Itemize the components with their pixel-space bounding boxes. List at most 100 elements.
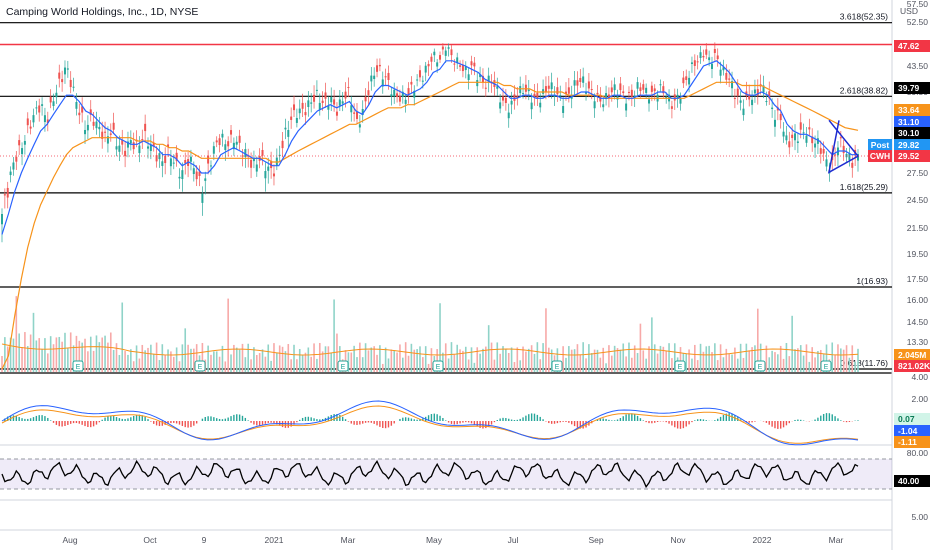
candle-body: [808, 127, 811, 130]
price-badge-label: 39.79: [898, 83, 920, 93]
candle-body: [645, 87, 648, 93]
candle-body: [321, 100, 324, 104]
candle-body: [318, 102, 321, 110]
macd-histogram-bar: [422, 418, 424, 421]
macd-histogram-bar: [837, 418, 839, 421]
volume-bar: [459, 349, 461, 372]
volume-bar: [69, 332, 72, 372]
macd-histogram-bar: [244, 417, 247, 421]
volume-bar: [241, 343, 244, 372]
macd-histogram-bar: [233, 414, 235, 421]
volume-bar: [576, 344, 579, 372]
candles: [1, 42, 859, 243]
volume-bar: [213, 351, 215, 372]
candle-body: [748, 94, 751, 100]
earnings-marker-label: E: [824, 364, 829, 371]
macd-histogram-bar: [230, 416, 232, 421]
macd-histogram-bar: [224, 418, 227, 421]
volume-bar: [639, 323, 642, 372]
price-tick-label: 16.00: [907, 295, 929, 305]
candle-body: [742, 108, 745, 116]
macd-histogram-bar: [628, 413, 630, 421]
macd-histogram-bar: [158, 421, 161, 427]
macd-histogram-bar: [273, 421, 275, 424]
earnings-marker-icon: [194, 360, 206, 372]
candle-body: [753, 89, 756, 94]
earnings-marker-label: E: [758, 364, 763, 371]
macd-histogram-bar: [284, 421, 287, 428]
macd-histogram-bar: [542, 419, 544, 421]
candle-body: [252, 158, 255, 162]
candle-body: [430, 56, 433, 62]
price-badge-bg: [894, 150, 930, 162]
candle-body: [450, 49, 453, 56]
candle-body: [447, 47, 450, 49]
macd-histogram-bar: [639, 418, 642, 421]
fib-levels: 3.618(52.35) 2.618(38.82) 1.618(25.29) 1(16…: [0, 12, 892, 370]
macd-histogram-bar: [130, 417, 132, 421]
macd-histogram-bar: [81, 421, 83, 425]
volume-bar: [536, 342, 539, 372]
macd-histogram-bar: [565, 421, 567, 422]
candle-body: [487, 75, 490, 83]
candle-body: [355, 111, 358, 119]
macd-histogram-bar: [765, 421, 768, 423]
candle-body: [95, 121, 98, 129]
candle-body: [857, 154, 859, 161]
time-axis-label: Sep: [588, 535, 603, 545]
volume-bar: [825, 344, 828, 372]
volume-bar: [92, 350, 95, 372]
macd-histogram-bar: [193, 421, 195, 426]
macd-histogram-bar: [236, 414, 238, 421]
volume-bar: [548, 347, 550, 372]
macd-histogram-bar: [376, 421, 378, 426]
volume-bar: [493, 359, 496, 372]
macd-histogram-bar: [301, 417, 304, 421]
macd-histogram-bar: [150, 421, 152, 422]
candle-body: [639, 87, 642, 92]
candle-body: [702, 55, 705, 58]
volume-bar: [702, 351, 705, 372]
volume-bar: [424, 346, 427, 372]
volume-bar: [439, 303, 441, 372]
candle-body: [404, 99, 407, 104]
volume-bar: [673, 343, 676, 372]
volume-bar: [482, 348, 484, 372]
volume-bar: [708, 345, 710, 372]
candle-body: [169, 158, 172, 167]
macd-histogram-bar: [204, 417, 206, 421]
macd-histogram-bar: [319, 419, 321, 421]
earnings-marker-label: E: [436, 364, 441, 371]
macd-histogram-bar: [110, 415, 112, 421]
macd-histogram-bar: [631, 413, 633, 421]
macd-histogram-bar: [310, 417, 312, 421]
volume-bar: [296, 359, 298, 372]
macd-line: [1, 400, 859, 446]
candle-body: [35, 107, 38, 109]
volume-bar: [685, 353, 688, 372]
candle-body: [324, 92, 327, 99]
price-tick-label: 14.50: [907, 317, 929, 327]
macd-histogram-bar: [187, 421, 189, 428]
price-badge-bg: [894, 116, 930, 128]
volume-bar: [370, 347, 373, 372]
candle-body: [673, 94, 676, 101]
volume-bar: [837, 344, 839, 372]
volume-bar: [842, 349, 845, 372]
candle-body: [659, 84, 662, 86]
price-tick-label: 13.30: [907, 337, 929, 347]
macd-histogram-bar: [548, 421, 550, 424]
candle-body: [585, 91, 588, 94]
volume-bar: [235, 347, 238, 372]
candle-body: [725, 72, 728, 80]
macd-histogram-bar: [633, 414, 636, 421]
volume-bar: [774, 352, 776, 372]
candle-body: [390, 94, 393, 97]
macd-histogram-bar: [611, 420, 613, 421]
volume-bar: [734, 347, 736, 372]
macd-histogram-bar: [35, 415, 38, 421]
macd-histogram-bar: [138, 414, 141, 421]
macd-histogram-bar: [845, 421, 848, 423]
candle-body: [788, 141, 791, 148]
macd-histogram-bar: [433, 413, 435, 421]
